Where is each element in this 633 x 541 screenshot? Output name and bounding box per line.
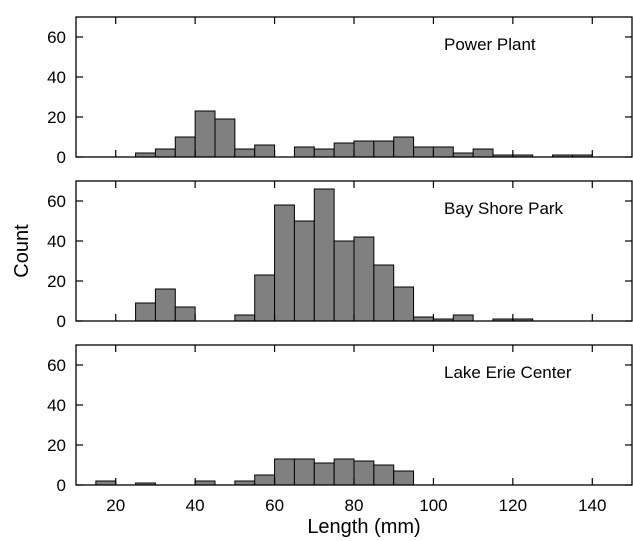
y-tick-label: 20: [47, 436, 66, 455]
histogram-bar: [313, 462, 335, 486]
y-tick-label: 60: [47, 28, 66, 47]
histogram-bar: [393, 470, 415, 486]
x-tick-label: 20: [106, 496, 125, 515]
y-tick-label: 20: [47, 108, 66, 127]
y-axis-title: Count: [11, 224, 33, 278]
histogram-bar: [234, 314, 256, 322]
histogram-bar: [413, 146, 434, 158]
panel-frame: [75, 16, 633, 158]
histogram-bar: [254, 144, 276, 158]
y-tick-label: 60: [47, 356, 66, 375]
y-tick-label: 60: [47, 192, 66, 211]
y-tick-label: 0: [57, 148, 66, 167]
x-tick-label: 140: [578, 496, 606, 515]
x-tick-label: 60: [265, 496, 284, 515]
y-tick-label: 40: [47, 232, 66, 251]
histogram-bar: [293, 458, 315, 486]
histogram-bar: [274, 458, 295, 486]
x-tick-label: 120: [499, 496, 527, 515]
x-tick-label: 40: [186, 496, 205, 515]
histogram-bar: [353, 140, 375, 158]
y-tick-label: 0: [57, 312, 66, 331]
histogram-bar: [472, 148, 494, 158]
histogram-bar: [333, 458, 355, 486]
histogram-bar: [393, 136, 415, 158]
histogram-bar: [234, 148, 256, 158]
histogram-bar: [452, 314, 474, 322]
histogram-bar: [333, 142, 355, 158]
histogram-bar: [154, 148, 176, 158]
histogram-bar: [313, 148, 335, 158]
y-tick-label: 0: [57, 476, 66, 495]
histogram-bar: [373, 464, 395, 486]
histogram-bar: [154, 288, 176, 322]
histogram-bar: [313, 188, 335, 322]
histogram-bar: [254, 474, 276, 486]
histogram-bar: [353, 460, 375, 486]
panel-3: 0 20 40 60 Lake Erie Center: [47, 344, 633, 495]
histogram-bar: [194, 110, 216, 158]
histogram-bar: [373, 264, 395, 322]
panel-label: Lake Erie Center: [444, 363, 572, 382]
x-tick-label: 100: [419, 496, 447, 515]
histogram-bar: [293, 146, 315, 158]
histogram-bar: [254, 274, 276, 322]
y-tick-label: 40: [47, 396, 66, 415]
histogram-bar: [373, 140, 395, 158]
histogram-bar: [333, 240, 355, 322]
panel-2: 0 20 40 60 Bay Shore Park: [47, 180, 633, 331]
panel-label: Bay Shore Park: [444, 199, 564, 218]
histogram-bar: [432, 146, 454, 158]
histogram-bar: [174, 136, 196, 158]
histogram-bar: [353, 236, 375, 322]
panel-label: Power Plant: [444, 35, 536, 54]
histogram-bar: [393, 286, 415, 322]
histogram-bar: [274, 204, 295, 322]
histogram-bar: [293, 220, 315, 322]
y-tick-label: 20: [47, 272, 66, 291]
y-tick-label: 40: [47, 68, 66, 87]
x-tick-label: 80: [345, 496, 364, 515]
histogram-bar: [174, 306, 196, 322]
histogram-bar: [214, 118, 236, 158]
x-axis-title: Length (mm): [307, 516, 420, 538]
histogram-bar: [135, 302, 156, 322]
panel-1: 0 20 40 60 Power Plant: [47, 16, 633, 167]
